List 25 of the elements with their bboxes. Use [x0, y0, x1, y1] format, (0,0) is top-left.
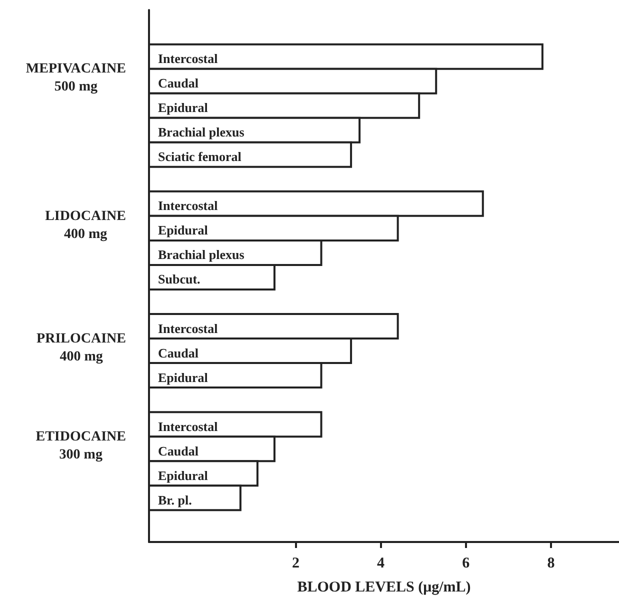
- y-tick-label: Caudal: [158, 443, 199, 458]
- y-tick-label: Intercostal: [158, 320, 218, 336]
- y-tick-label: Epidural: [158, 468, 208, 483]
- y-tick-label: Subcut.: [158, 272, 200, 287]
- x-tick-label: 2: [292, 556, 300, 572]
- y-tick-label: Epidural: [158, 222, 208, 238]
- text: MEPIVACAINE 500 mg: [26, 62, 126, 95]
- text: LIDOCAINE 400 mg: [45, 208, 126, 242]
- y-tick-label: Brachial plexus: [158, 124, 244, 140]
- y-tick-label: Epidural: [158, 370, 208, 385]
- y-tick-label: Br. pl.: [158, 492, 192, 508]
- y-tick-label: Intercostal: [158, 51, 218, 66]
- x-tick-label: 8: [547, 556, 555, 572]
- y-tick-label: Caudal: [158, 345, 199, 360]
- y-tick-label: Caudal: [158, 76, 199, 91]
- x-tick-label: 4: [377, 556, 386, 572]
- y-tick-label: Sciatic femoral: [158, 149, 242, 164]
- y-tick-label: Intercostal: [158, 418, 218, 434]
- y-tick-label: Intercostal: [158, 198, 218, 214]
- text: ETIDOCAINE 300 mg: [36, 429, 126, 462]
- y-tick-label: Epidural: [158, 100, 208, 116]
- text: PRILOCAINE 400 mg: [36, 331, 126, 364]
- x-axis-title: BLOOD LEVELS (μg/mL): [297, 580, 471, 596]
- y-tick-label: Brachial plexus: [158, 247, 244, 262]
- x-tick-label: 6: [462, 556, 470, 572]
